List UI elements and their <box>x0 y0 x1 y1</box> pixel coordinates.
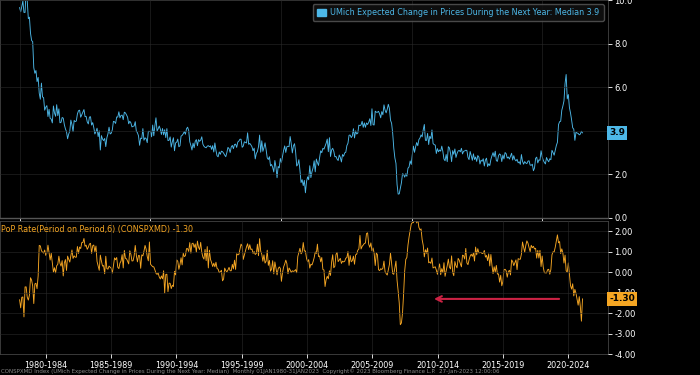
Text: 3.9: 3.9 <box>609 128 625 137</box>
Text: -1.30: -1.30 <box>609 294 635 303</box>
Legend: UMich Expected Change in Prices During the Next Year: Median 3.9: UMich Expected Change in Prices During t… <box>313 4 603 21</box>
Text: CONSPXMD Index (UMich Expected Change in Prices During the Next Year: Median)  M: CONSPXMD Index (UMich Expected Change in… <box>1 369 500 374</box>
Text: PoP Rate(Period on Period,6) (CONSPXMD) -1.30: PoP Rate(Period on Period,6) (CONSPXMD) … <box>1 225 193 234</box>
